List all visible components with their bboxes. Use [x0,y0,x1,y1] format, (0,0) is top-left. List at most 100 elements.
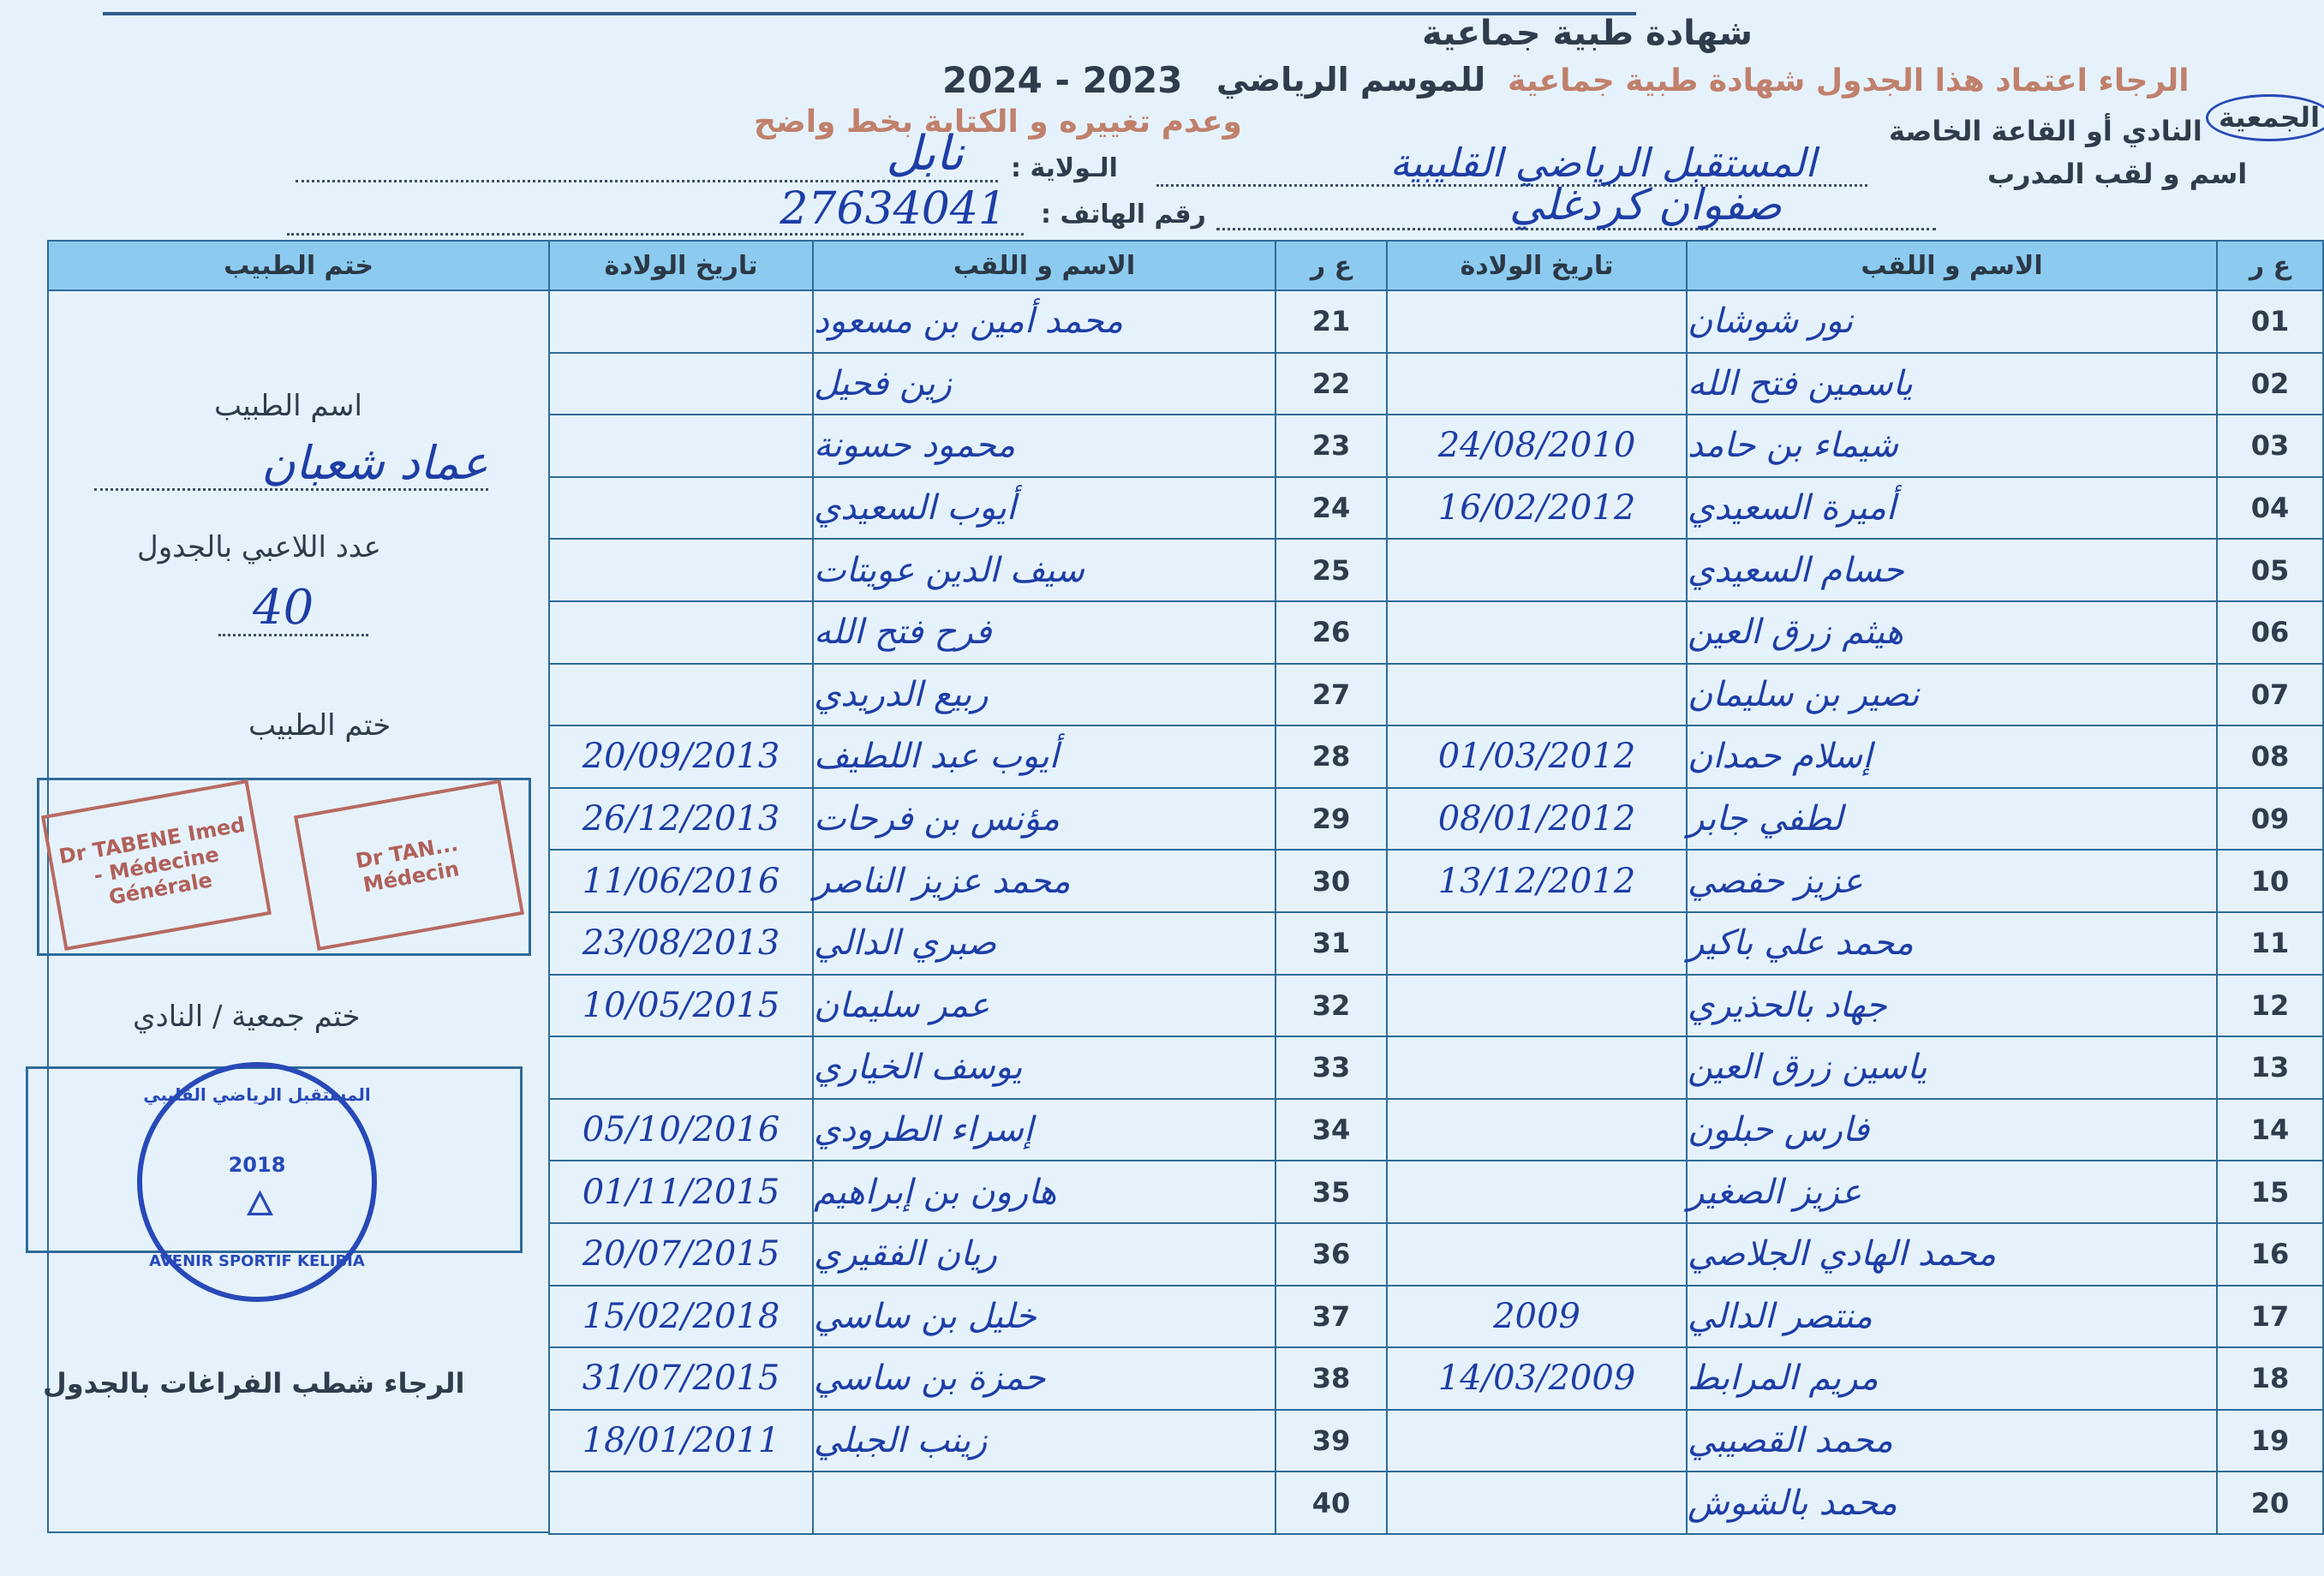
name-cell[interactable]: أميرة السعيدي [1686,475,2218,540]
dob-cell[interactable] [548,1036,814,1100]
name-cell[interactable]: محمد بالشوش [1686,1471,2218,1535]
dob-cell[interactable] [548,662,814,727]
coach-field[interactable]: صفوان كردغلي [1216,183,1936,230]
dob-cell[interactable] [1386,911,1688,976]
name-cell[interactable]: جهاد بالحذيري [1686,973,2218,1038]
dob-cell[interactable]: 11/06/2016 [548,849,814,913]
dob-cell[interactable] [548,351,814,416]
row-number: 36 [1275,1222,1388,1286]
name-cell[interactable]: محمود حسونة [812,414,1276,478]
name-cell[interactable]: مريم المرابط [1686,1346,2218,1411]
name-cell[interactable]: أيوب عبد اللطيف [812,725,1276,789]
season-label: للموسم الرياضي [1216,61,1486,98]
row-number: 15 [2216,1160,2324,1224]
row-number: 03 [2216,414,2324,478]
wilaya-field[interactable]: نابل [296,130,998,182]
dob-cell[interactable] [548,414,814,478]
name-cell[interactable]: عزيز حفصي [1686,849,2218,913]
name-cell[interactable]: نصير بن سليمان [1686,662,2218,727]
club-stamp-year: 2018 [228,1153,286,1177]
club-field[interactable]: المستقبل الرياضي القليبية [1156,143,1867,187]
dob-cell[interactable] [1386,1222,1688,1286]
dob-cell[interactable]: 16/02/2012 [1386,475,1688,540]
name-cell[interactable]: فارس حبلون [1686,1097,2218,1162]
name-cell[interactable]: محمد أمين بن مسعود [812,290,1276,354]
name-cell[interactable]: يوسف الخياري [812,1036,1276,1100]
name-cell[interactable]: زينب الجبلي [812,1408,1276,1473]
dob-cell[interactable]: 14/03/2009 [1386,1346,1688,1411]
dob-cell[interactable] [1386,1408,1688,1473]
dob-cell[interactable] [1386,1160,1688,1224]
name-cell[interactable]: مؤنس بن فرحات [812,786,1276,851]
dob-cell[interactable]: 08/01/2012 [1386,786,1688,851]
dob-cell[interactable] [548,600,814,665]
name-cell[interactable]: صبري الدالي [812,911,1276,976]
dob-cell[interactable]: 2009 [1386,1284,1688,1349]
name-cell[interactable]: هارون بن إبراهيم [812,1160,1276,1224]
header-name-left: الاسم و اللقب [812,240,1276,291]
row-number: 04 [2216,475,2324,540]
name-cell[interactable]: لطفي جابر [1686,786,2218,851]
name-cell[interactable]: منتصر الدالي [1686,1284,2218,1349]
name-cell[interactable]: محمد القصيبي [1686,1408,2218,1473]
dob-cell[interactable] [1386,1097,1688,1162]
dob-cell[interactable] [1386,973,1688,1038]
name-cell[interactable]: ربيع الدريدي [812,662,1276,727]
dob-cell[interactable]: 23/08/2013 [548,911,814,976]
dob-cell[interactable] [1386,600,1688,665]
row-number: 28 [1275,725,1388,789]
name-cell[interactable]: هيثم زرق العين [1686,600,2218,665]
row-number: 29 [1275,786,1388,851]
phone-field[interactable]: 27634041 [287,187,1024,236]
dob-cell[interactable]: 20/09/2013 [548,725,814,789]
dob-cell[interactable] [1386,1036,1688,1100]
name-cell[interactable]: عزيز الصغير [1686,1160,2218,1224]
name-cell[interactable]: خليل بن ساسي [812,1284,1276,1349]
name-cell[interactable]: حمزة بن ساسي [812,1346,1276,1411]
dob-cell[interactable]: 05/10/2016 [548,1097,814,1162]
dob-cell[interactable] [548,290,814,354]
dob-cell[interactable] [1386,290,1688,354]
name-cell[interactable]: محمد علي باكير [1686,911,2218,976]
dob-cell[interactable]: 01/03/2012 [1386,725,1688,789]
players-count-field[interactable]: 40 [218,584,368,636]
name-cell[interactable]: ياسمين فتح الله [1686,351,2218,416]
row-number: 40 [1275,1471,1388,1535]
row-number: 11 [2216,911,2324,976]
dob-cell[interactable] [1386,1471,1688,1535]
name-cell[interactable]: زين فحيل [812,351,1276,416]
club-stamp-text: AVENIR SPORTIF KELIBIA [149,1252,365,1271]
name-cell[interactable]: حسام السعيدي [1686,538,2218,602]
dob-cell[interactable]: 24/08/2010 [1386,414,1688,478]
name-cell[interactable]: محمد عزيز الناصر [812,849,1276,913]
dob-cell[interactable] [548,538,814,602]
row-number: 05 [2216,538,2324,602]
name-cell[interactable]: عمر سليمان [812,973,1276,1038]
name-cell[interactable]: إسلام حمدان [1686,725,2218,789]
dob-cell[interactable]: 01/11/2015 [548,1160,814,1224]
dob-cell[interactable] [1386,351,1688,416]
dob-cell[interactable]: 18/01/2011 [548,1408,814,1473]
name-cell[interactable]: إسراء الطرودي [812,1097,1276,1162]
name-cell[interactable]: شيماء بن حامد [1686,414,2218,478]
dob-cell[interactable]: 15/02/2018 [548,1284,814,1349]
dob-cell[interactable]: 10/05/2015 [548,973,814,1038]
dob-cell[interactable] [548,475,814,540]
row-number: 17 [2216,1284,2324,1349]
name-cell[interactable]: ياسين زرق العين [1686,1036,2218,1100]
dob-cell[interactable]: 13/12/2012 [1386,849,1688,913]
dob-cell[interactable] [548,1471,814,1535]
name-cell[interactable]: أيوب السعيدي [812,475,1276,540]
name-cell[interactable]: فرح فتح الله [812,600,1276,665]
dob-cell[interactable]: 31/07/2015 [548,1346,814,1411]
dob-cell[interactable] [1386,662,1688,727]
name-cell[interactable]: نور شوشان [1686,290,2218,354]
name-cell[interactable] [812,1471,1276,1535]
doctor-name-field[interactable]: عماد شعبان [94,440,488,491]
dob-cell[interactable]: 26/12/2013 [548,786,814,851]
name-cell[interactable]: محمد الهادي الجلاصي [1686,1222,2218,1286]
name-cell[interactable]: سيف الدين عويتات [812,538,1276,602]
dob-cell[interactable] [1386,538,1688,602]
name-cell[interactable]: ريان الفقيري [812,1222,1276,1286]
dob-cell[interactable]: 20/07/2015 [548,1222,814,1286]
